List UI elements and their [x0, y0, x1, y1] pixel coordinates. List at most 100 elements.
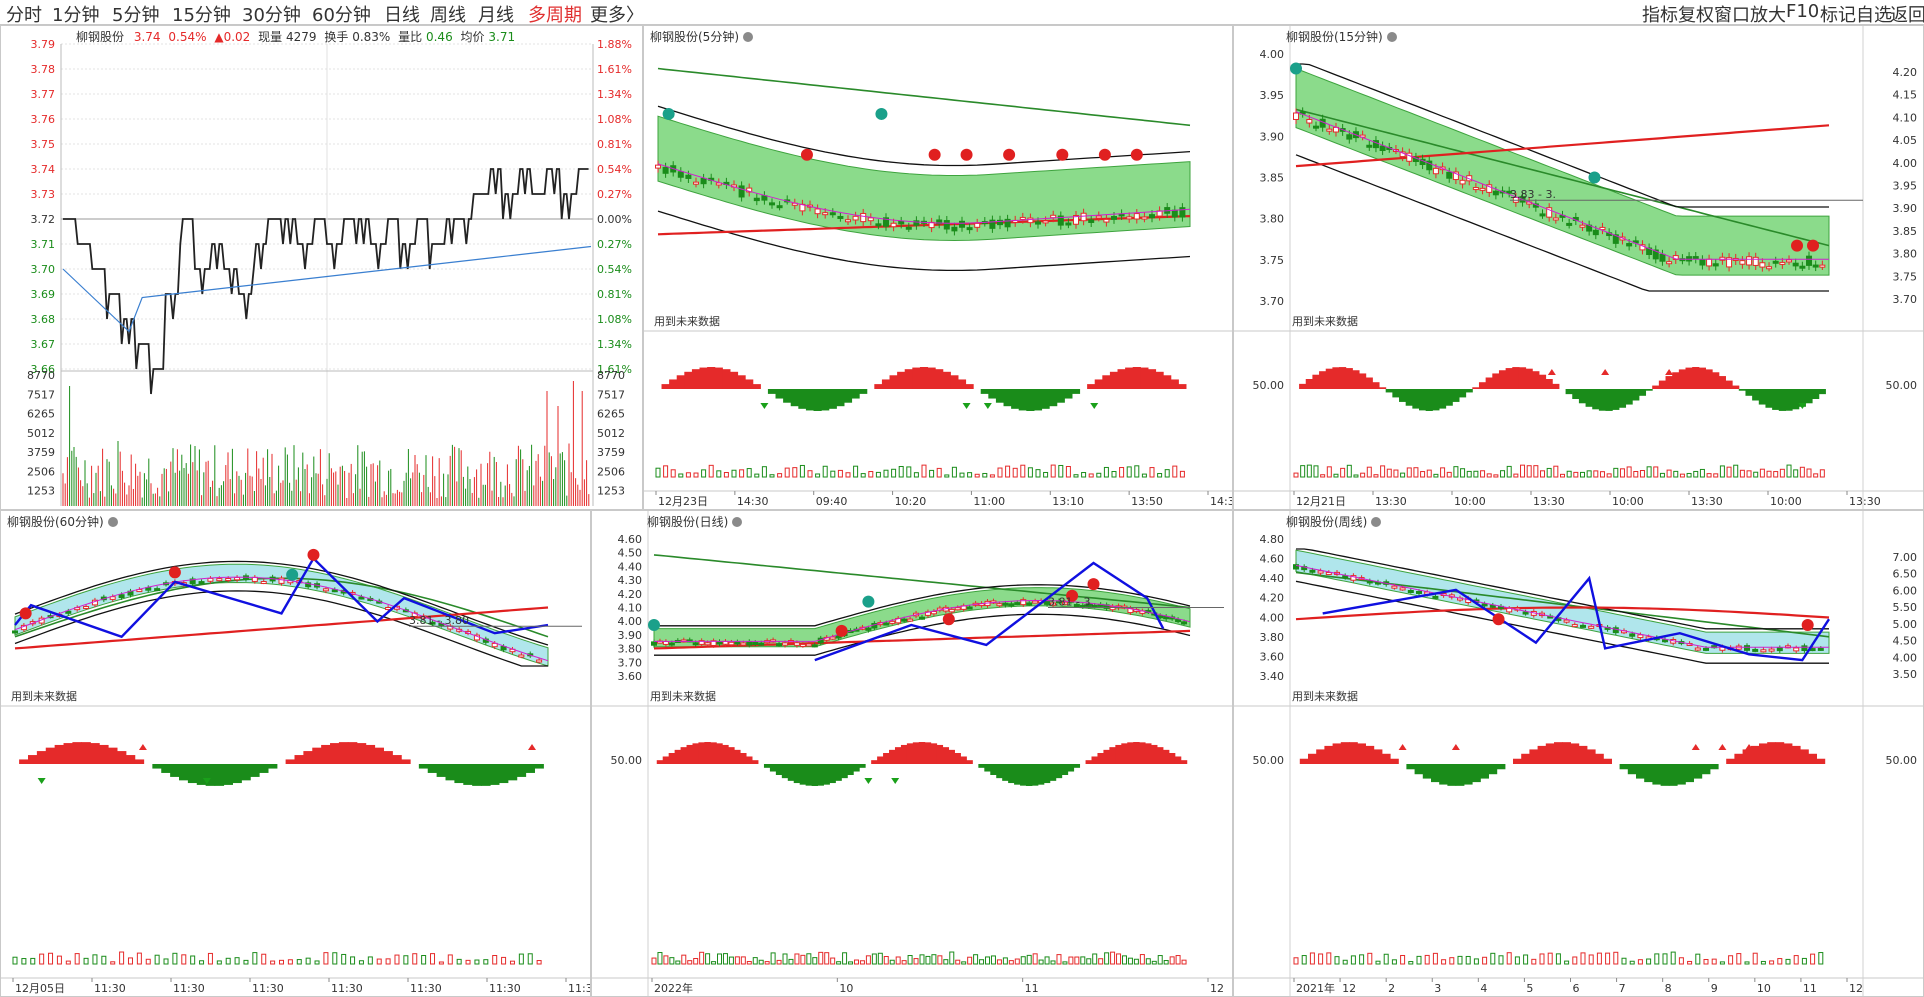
- volume-square: [1139, 954, 1145, 965]
- settings-icon[interactable]: [1371, 517, 1382, 527]
- volume-square: [1819, 469, 1825, 478]
- arrow-up-icon: [1601, 369, 1610, 375]
- candle: [1181, 621, 1188, 625]
- panel-15min[interactable]: 4.00 3.95 3.90 3.85 3.80 3.75 3.70 4.20 4.15 4.10…: [1233, 25, 1924, 510]
- settings-icon[interactable]: [1386, 32, 1397, 42]
- volume-square: [1133, 958, 1139, 965]
- volume-square: [1073, 474, 1079, 478]
- volume-square: [1318, 953, 1324, 965]
- tab-30min[interactable]: 30分钟: [242, 5, 301, 26]
- volume-square: [1498, 955, 1504, 965]
- volume-square: [812, 957, 818, 965]
- btn-return[interactable]: 返回: [1890, 5, 1924, 26]
- tab-60min[interactable]: 60分钟: [312, 5, 371, 26]
- candle: [1546, 207, 1553, 218]
- panel-daily[interactable]: 4.60 4.50 4.40 4.30 4.20 4.10 4.00 3.90 3.80 3.70…: [591, 510, 1233, 997]
- signal-sell-icon: [1801, 619, 1814, 632]
- volume-square: [1391, 959, 1397, 965]
- arrow-down-icon: [962, 403, 971, 409]
- volume-square: [1096, 472, 1102, 478]
- candle: [1539, 213, 1546, 217]
- candle: [740, 642, 747, 646]
- tab-weekly[interactable]: 周线: [430, 5, 466, 26]
- vol-label: 现量: [258, 30, 283, 44]
- arrow-up-icon: [714, 744, 723, 750]
- volume-square: [944, 474, 950, 478]
- volume-square: [1457, 955, 1463, 965]
- panel-60min-title-text: 柳钢股份(60分钟): [7, 515, 104, 529]
- volume-square: [48, 952, 54, 965]
- volume-square: [836, 961, 842, 965]
- candle: [997, 219, 1003, 226]
- volume-square: [990, 955, 996, 965]
- arrow-down-icon: [202, 778, 211, 784]
- volume-square: [1393, 469, 1399, 478]
- volume-square: [967, 956, 973, 965]
- tab-monthly[interactable]: 月线: [478, 5, 514, 26]
- x-tick-label: 2022年: [654, 981, 693, 995]
- settings-icon[interactable]: [107, 517, 118, 527]
- volume-square: [685, 472, 691, 478]
- intraday-panel[interactable]: 柳钢股份 3.74 0.54% ▲0.02 现量 4279 换手 0.83% 量…: [0, 25, 643, 510]
- volume-square: [1293, 957, 1299, 965]
- x-tick-label: 12月05日: [15, 982, 65, 995]
- volume-square: [739, 469, 745, 478]
- candle: [65, 610, 72, 614]
- candle: [1032, 600, 1039, 604]
- price-tick: 4.00: [1893, 651, 1918, 664]
- volume-square: [877, 952, 883, 965]
- x-tick-label: 11:30: [410, 982, 442, 995]
- volume-square: [865, 955, 871, 965]
- btn-zoom[interactable]: 放大: [1750, 5, 1786, 26]
- btn-window[interactable]: 窗口: [1714, 5, 1750, 26]
- arrow-down-icon: [891, 778, 900, 784]
- tab-multi-period[interactable]: 多周期: [528, 5, 582, 26]
- price-tick: 3.50: [1893, 668, 1918, 681]
- btn-indicator[interactable]: 指标: [1642, 5, 1678, 26]
- volume-square: [1050, 960, 1056, 965]
- volume-square: [1326, 466, 1332, 478]
- vol-tick: 8770: [597, 369, 625, 382]
- zigzag-line: [814, 561, 1165, 662]
- panel-60min[interactable]: 用到未来数据 12月05日 11:30 11:30 11:30 11:30 11:30 11:…: [0, 510, 591, 997]
- btn-watchlist[interactable]: 自选: [1856, 5, 1892, 26]
- candle: [1026, 602, 1033, 606]
- settings-icon[interactable]: [732, 517, 743, 527]
- volume-square: [1586, 470, 1592, 478]
- volume-square: [1080, 956, 1086, 965]
- volume-square: [989, 474, 995, 478]
- volume-square: [906, 466, 912, 478]
- tab-1min[interactable]: 1分钟: [52, 5, 100, 26]
- candle: [738, 185, 745, 198]
- candle: [1566, 222, 1573, 226]
- tab-daily[interactable]: 日线: [384, 5, 420, 26]
- volume-square: [740, 956, 746, 965]
- volume-square: [708, 464, 714, 478]
- price-tick: 6.00: [1893, 584, 1918, 597]
- candle: [1752, 648, 1759, 652]
- vol-tick: 2506: [27, 465, 55, 478]
- price-tick: 3.95: [1893, 180, 1918, 193]
- candle: [491, 642, 498, 648]
- volume-square: [723, 472, 729, 478]
- panel-5min[interactable]: 用到未来数据 12月23日 14:30 09:40 10:20 11:00 13:10 13:…: [643, 25, 1233, 510]
- tab-15min[interactable]: 15分钟: [172, 5, 231, 26]
- candle: [322, 588, 329, 592]
- candle: [1659, 253, 1666, 262]
- btn-f10[interactable]: F10: [1786, 1, 1820, 22]
- candle: [913, 220, 920, 226]
- zigzag-line: [1322, 575, 1831, 662]
- volume-square: [782, 953, 788, 965]
- settings-icon[interactable]: [743, 32, 753, 42]
- tab-fenshi[interactable]: 分时: [6, 5, 42, 26]
- candle: [1776, 647, 1783, 652]
- volume-square: [1126, 466, 1132, 478]
- more-menu[interactable]: 更多〉: [590, 1, 644, 27]
- tab-5min[interactable]: 5分钟: [112, 5, 160, 26]
- volume-square: [883, 956, 889, 965]
- btn-mark[interactable]: 标记: [1820, 5, 1856, 26]
- panel-weekly[interactable]: 4.80 4.60 4.40 4.20 4.00 3.80 3.60 3.40 7.00 6.50…: [1233, 510, 1924, 997]
- btn-fuquan[interactable]: 复权: [1678, 5, 1714, 26]
- volume-square: [1555, 953, 1561, 965]
- pct-tick: 0.54%: [597, 163, 632, 176]
